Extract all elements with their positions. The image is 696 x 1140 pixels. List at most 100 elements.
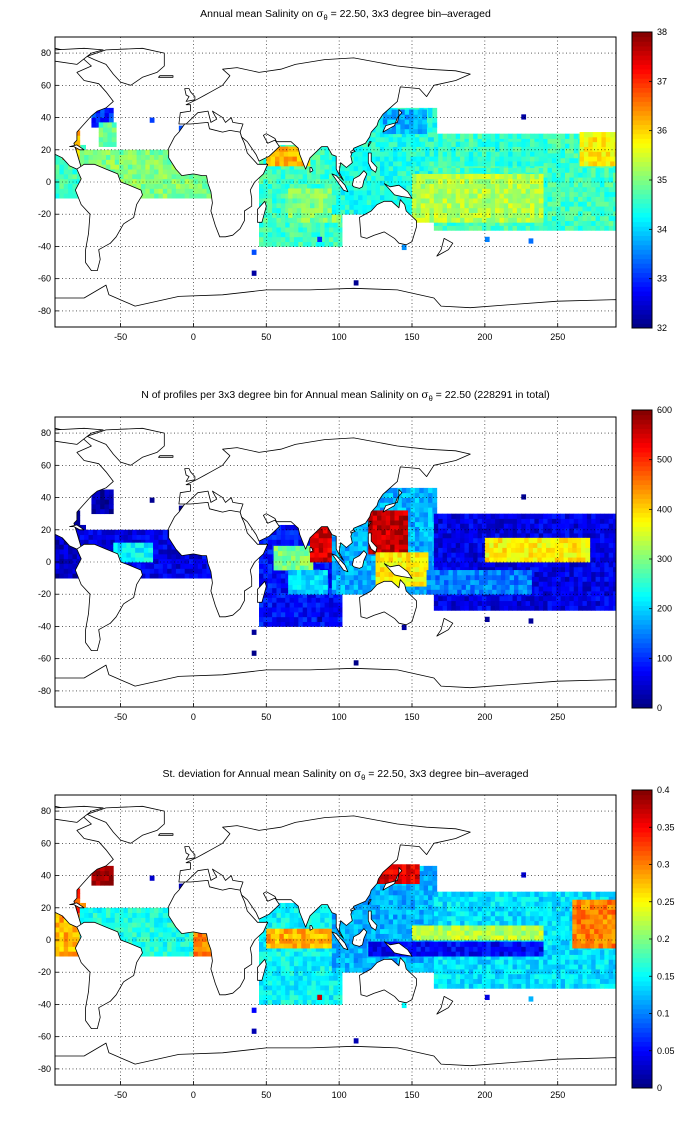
- data-cell: [127, 149, 133, 156]
- data-cell: [98, 141, 104, 147]
- data-cell: [382, 114, 388, 120]
- data-cell: [601, 156, 607, 162]
- data-cell: [368, 549, 374, 555]
- data-cell: [171, 169, 177, 175]
- data-cell: [328, 607, 334, 613]
- data-cell: [460, 188, 465, 194]
- data-cell: [140, 178, 146, 185]
- data-cell: [288, 156, 293, 162]
- data-cell: [534, 146, 540, 152]
- data-cell: [530, 138, 535, 144]
- data-cell: [464, 141, 470, 147]
- data-cell: [586, 206, 592, 212]
- data-cell: [331, 574, 337, 581]
- data-cell: [55, 173, 60, 180]
- data-cell: [276, 207, 282, 214]
- data-cell: [538, 220, 544, 226]
- data-cell: [292, 161, 298, 167]
- data-cell: [311, 164, 317, 170]
- data-cell: [154, 173, 159, 180]
- data-cell: [565, 211, 570, 217]
- data-cell: [375, 146, 381, 152]
- data-cell: [63, 169, 69, 175]
- data-cell: [438, 212, 443, 218]
- data-cell: [122, 552, 127, 558]
- data-cell: [433, 217, 439, 223]
- data-cell: [468, 183, 474, 189]
- data-cell: [293, 597, 299, 603]
- data-cell: [438, 156, 443, 162]
- data-cell: [433, 141, 439, 147]
- data-cell: [534, 212, 540, 218]
- data-cell: [189, 178, 194, 185]
- data-cell: [366, 204, 372, 210]
- data-cell: [534, 161, 540, 167]
- data-cell: [446, 528, 452, 534]
- data-cell: [167, 539, 172, 545]
- data-cell: [597, 136, 602, 143]
- data-cell: [438, 566, 443, 573]
- data-cell: [353, 165, 359, 172]
- data-cell: [107, 127, 113, 133]
- data-cell: [397, 552, 403, 558]
- data-cell: [193, 183, 199, 189]
- data-cell: [123, 169, 129, 175]
- data-cell: [167, 558, 172, 565]
- data-cell: [410, 589, 416, 595]
- data-cell: [455, 156, 461, 162]
- data-cell: [608, 177, 614, 183]
- data-cell: [305, 202, 311, 209]
- data-cell: [318, 557, 324, 563]
- data-cell: [508, 156, 513, 162]
- data-cell: [521, 220, 527, 226]
- data-cell: [75, 135, 81, 141]
- data-cell: [490, 133, 496, 139]
- data-cell: [490, 212, 496, 218]
- data-cell: [416, 141, 422, 147]
- data-cell: [433, 146, 439, 152]
- data-cell: [446, 167, 452, 173]
- data-cell: [375, 507, 381, 513]
- data-cell: [595, 196, 601, 202]
- data-cell: [499, 188, 505, 194]
- data-cell: [582, 191, 588, 197]
- data-cell: [473, 220, 478, 226]
- data-cell: [259, 159, 264, 165]
- data-cell: [433, 528, 439, 534]
- data-cell: [503, 207, 509, 214]
- data-cell: [136, 183, 142, 189]
- data-cell: [446, 207, 452, 214]
- data-cell: [328, 227, 334, 233]
- data-cell: [425, 207, 430, 214]
- data-cell: [324, 621, 330, 627]
- data-cell: [391, 109, 397, 115]
- data-cell: [486, 173, 492, 180]
- data-cell: [464, 528, 470, 534]
- data-cell: [451, 217, 457, 223]
- data-cell: [428, 516, 433, 523]
- data-cell: [599, 191, 605, 197]
- data-cell: [516, 156, 522, 162]
- data-cell: [288, 188, 293, 194]
- panel-2: N of profiles per 3x3 degree bin for Ann…: [38, 389, 672, 722]
- data-cell: [97, 534, 103, 540]
- data-cell: [446, 600, 452, 606]
- data-cell: [432, 497, 438, 503]
- data-cell: [143, 552, 149, 558]
- data-cell: [599, 206, 605, 212]
- data-cell: [288, 198, 293, 204]
- data-cell: [167, 553, 172, 560]
- data-cell: [97, 159, 103, 165]
- data-cell: [149, 529, 155, 536]
- data-cell: [521, 161, 527, 167]
- data-cell: [324, 183, 330, 189]
- data-cell: [353, 570, 359, 576]
- data-cell: [503, 220, 509, 226]
- data-cell: [267, 188, 273, 194]
- data-cell: [582, 206, 588, 212]
- data-cell: [605, 161, 611, 167]
- data-cell: [586, 196, 592, 202]
- data-cell: [132, 178, 137, 185]
- data-cell: [508, 225, 513, 231]
- data-cell: [301, 198, 307, 204]
